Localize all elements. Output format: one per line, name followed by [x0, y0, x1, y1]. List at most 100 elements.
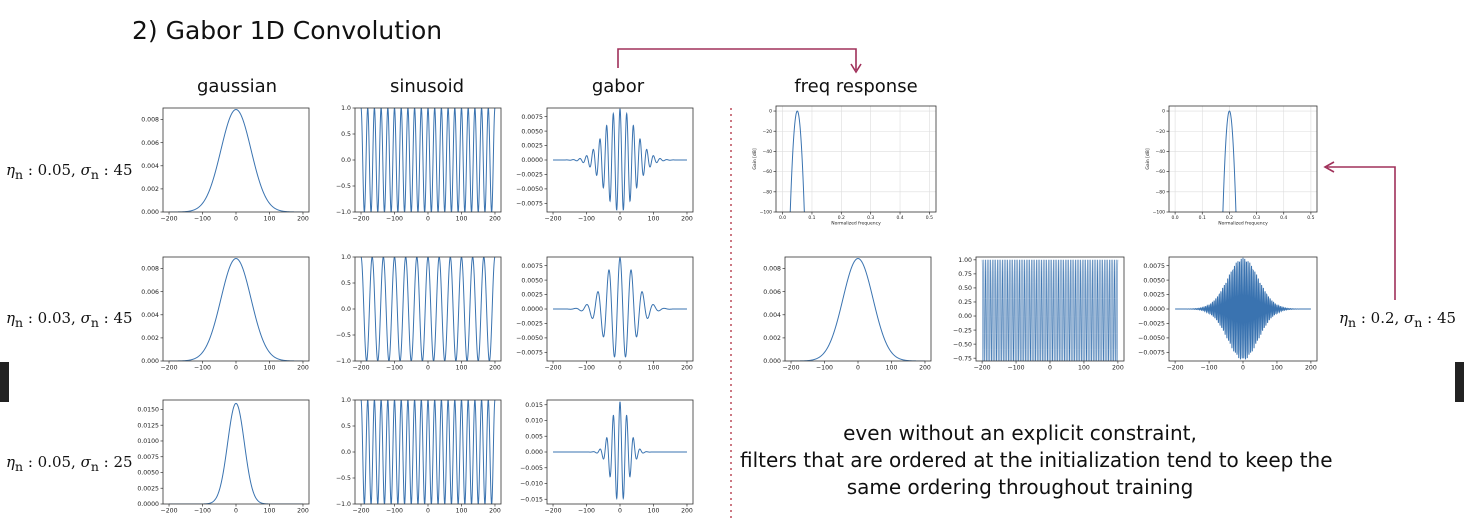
y-tick-label: 0.0 — [341, 306, 351, 313]
y-axis-label: Gain [dB] — [1145, 148, 1151, 169]
chart-freq-response-eta02: 0.0 0.1 0.2 0.3 0.4 0.5 −100 −80 −60 −40 −20 0 Norma… — [1145, 105, 1318, 226]
y-tick-label: −0.005 — [520, 465, 543, 472]
x-tick-label: 200 — [1305, 365, 1317, 372]
x-tick-label: 100 — [456, 216, 468, 223]
note-line-3: same ordering throughout training — [846, 475, 1194, 499]
y-tick-label: 0.0 — [341, 449, 351, 456]
chart-svg: 0.0 0.1 0.2 0.3 0.4 0.5 −100 −80 −60 −40 −20 0 Norma… — [1145, 105, 1318, 226]
chart-svg: −200 −100 0 100 200 0.000 0.002 0.004 0.006 0.008 — [141, 107, 310, 223]
x-tick-label: −100 — [578, 508, 595, 515]
x-tick-label: 0.1 — [1199, 215, 1206, 221]
chart-gabor-row2: −200 −100 0 100 200 −0.0075 −0.0050 −0.0025 0.00… — [516, 256, 694, 372]
y-tick-label: −0.0050 — [516, 186, 543, 193]
y-tick-label: −0.75 — [953, 355, 972, 362]
y-tick-label: −0.015 — [520, 496, 543, 503]
y-tick-label: 0.000 — [141, 358, 159, 365]
x-tick-label: −100 — [386, 365, 403, 372]
plot-frame — [1168, 105, 1318, 213]
y-tick-label: −1.0 — [336, 358, 351, 365]
x-tick-label: 200 — [681, 365, 693, 372]
x-tick-label: 0.3 — [867, 215, 874, 221]
x-tick-label: 100 — [264, 216, 276, 223]
y-tick-label: −60 — [763, 169, 773, 175]
y-tick-label: 0 — [1162, 109, 1165, 115]
y-tick-label: −0.50 — [953, 341, 972, 348]
y-tick-label: −0.0025 — [516, 321, 543, 328]
x-tick-label: −100 — [578, 216, 595, 223]
next-slide-tab[interactable] — [1455, 362, 1464, 402]
x-tick-label: 0.5 — [926, 215, 933, 221]
x-tick-label: −100 — [1201, 365, 1218, 372]
x-tick-label: −200 — [783, 365, 800, 372]
x-tick-label: 200 — [297, 216, 309, 223]
row-label-2: ηn : 0.03, σn : 45 — [6, 309, 133, 330]
arrow-right-to-freq — [1323, 161, 1396, 300]
chart-svg: −200 −100 0 100 200 −0.0075 −0.0050 −0.0025 0.00… — [516, 256, 694, 372]
chart-svg: −200 −100 0 100 200 −0.0075 −0.0050 −0.0025 0.00… — [1138, 256, 1318, 372]
y-tick-label: −100 — [1153, 210, 1165, 216]
y-tick-label: 0.0075 — [1143, 263, 1165, 270]
series-line — [791, 258, 925, 361]
x-tick-label: 0.0 — [1172, 215, 1179, 221]
note-text: even without an explicit constraint, fil… — [740, 420, 1333, 501]
series-line — [360, 400, 496, 504]
y-tick-label: 0.0025 — [1143, 292, 1165, 299]
y-tick-label: 0.0050 — [521, 128, 543, 135]
x-tick-label: 100 — [648, 216, 660, 223]
x-tick-label: 200 — [297, 508, 309, 515]
x-tick-label: 100 — [648, 365, 660, 372]
y-tick-label: −40 — [763, 149, 773, 155]
y-tick-label: 0.0 — [341, 157, 351, 164]
x-tick-label: 0.4 — [1280, 215, 1287, 221]
x-tick-label: 0 — [618, 365, 622, 372]
series-line — [169, 402, 303, 504]
y-tick-label: 0.004 — [141, 312, 159, 319]
y-tick-label: 0.0050 — [137, 470, 159, 477]
y-tick-label: 0.002 — [141, 335, 159, 342]
y-tick-label: 0.008 — [141, 117, 159, 124]
row-label-3: ηn : 0.05, σn : 25 — [6, 453, 133, 474]
note-line-2: filters that are ordered at the initiali… — [740, 448, 1333, 472]
x-tick-label: −200 — [353, 508, 370, 515]
x-tick-label: −200 — [161, 365, 178, 372]
x-tick-label: 200 — [297, 365, 309, 372]
y-tick-label: 1.0 — [341, 254, 351, 261]
x-tick-label: 200 — [489, 216, 501, 223]
y-tick-label: 0.0150 — [137, 407, 159, 414]
y-tick-label: 0.0050 — [521, 277, 543, 284]
x-tick-label: −100 — [386, 216, 403, 223]
y-tick-label: 1.0 — [341, 105, 351, 112]
chart-gaussian-eta02: −200 −100 0 100 200 0.000 0.002 0.004 0.006 0.008 — [763, 256, 932, 372]
chart-gabor-eta02: −200 −100 0 100 200 −0.0075 −0.0050 −0.0025 0.00… — [1138, 256, 1318, 372]
y-tick-label: 0.002 — [141, 186, 159, 193]
x-tick-label: −200 — [161, 508, 178, 515]
y-tick-label: −40 — [1156, 149, 1166, 155]
y-tick-label: 0.50 — [958, 285, 972, 292]
y-tick-label: 0.006 — [141, 140, 159, 147]
x-tick-label: −200 — [353, 365, 370, 372]
page-title: 2) Gabor 1D Convolution — [132, 16, 443, 45]
y-tick-label: −100 — [760, 210, 772, 216]
x-tick-label: 0 — [234, 508, 238, 515]
x-tick-label: 200 — [489, 508, 501, 515]
y-tick-label: −0.5 — [336, 183, 351, 190]
arrow-gabor-to-freq — [617, 48, 862, 74]
y-tick-label: 0.0000 — [521, 157, 543, 164]
y-tick-label: 0.0000 — [521, 306, 543, 313]
y-tick-label: −0.5 — [336, 332, 351, 339]
y-tick-label: 0.006 — [763, 289, 781, 296]
chart-svg: −200 −100 0 100 200 0.000 0.002 0.004 0.006 0.008 — [141, 256, 310, 372]
x-tick-label: −200 — [161, 216, 178, 223]
x-tick-label: 0.1 — [808, 215, 815, 221]
chart-svg: −200 −100 0 100 200 −1.0 −0.5 0.0 0.5 1.0 — [336, 254, 502, 372]
y-tick-label: −80 — [1156, 189, 1166, 195]
chart-gaussian-row2: −200 −100 0 100 200 0.000 0.002 0.004 0.006 0.008 — [141, 256, 310, 372]
y-tick-label: 0.00 — [958, 313, 972, 320]
y-tick-label: −0.0025 — [516, 172, 543, 179]
x-tick-label: 0.2 — [1226, 215, 1233, 221]
prev-slide-tab[interactable] — [0, 362, 9, 402]
column-header-gabor: gabor — [591, 76, 645, 97]
y-tick-label: 0.0075 — [521, 114, 543, 121]
y-tick-label: −60 — [1156, 169, 1166, 175]
